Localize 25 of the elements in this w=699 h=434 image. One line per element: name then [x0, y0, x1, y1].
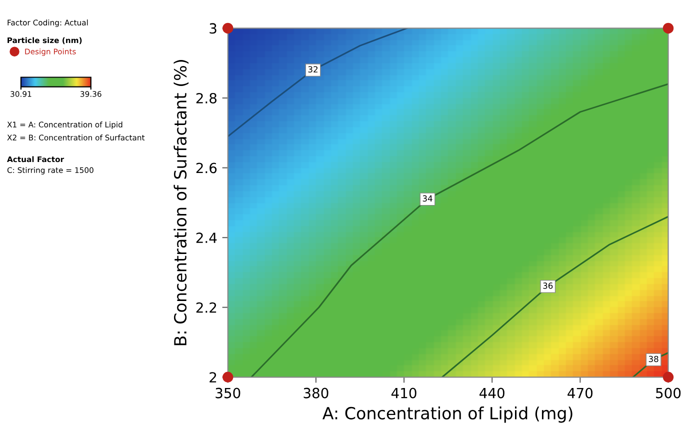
- y-tick-label: 2.4: [196, 232, 217, 243]
- y-tick-label: 2: [210, 372, 216, 382]
- series-label: 32: [308, 66, 318, 72]
- point: [662, 22, 674, 34]
- line-series: [250, 83, 668, 378]
- y-tick-label: 2.6: [196, 162, 217, 174]
- x-tick-label: 500: [656, 388, 681, 398]
- y-tick-label: 3: [210, 23, 216, 34]
- x-tick-label: 440: [480, 388, 504, 398]
- point: [222, 372, 234, 382]
- point: [222, 22, 234, 34]
- x-tick-label: 380: [304, 388, 328, 398]
- line-series: [228, 28, 408, 138]
- y-tick-label: 2.8: [196, 92, 217, 104]
- line-series: [441, 216, 668, 378]
- x-tick-label: 470: [568, 388, 592, 398]
- series-label: 34: [422, 195, 432, 202]
- series-label: 38: [648, 356, 658, 362]
- series-label: 36: [543, 282, 553, 289]
- x-axis-title: A: Concentration of Lipid (mg): [322, 406, 572, 423]
- point: [662, 372, 674, 382]
- y-axis-title: B: Concentration of Surfactant (%): [174, 60, 189, 346]
- x-tick-label: 410: [391, 388, 416, 398]
- y-tick-label: 2.2: [196, 302, 216, 313]
- x-tick-label: 350: [216, 388, 240, 398]
